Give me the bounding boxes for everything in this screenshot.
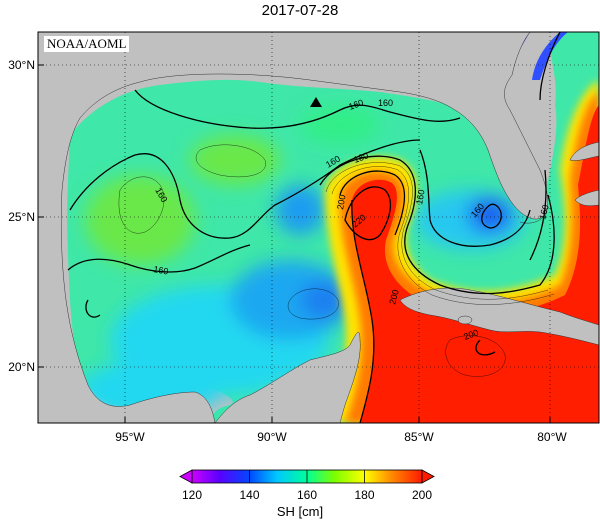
y-tick-label: 30°N bbox=[8, 58, 35, 72]
colorbar-label: SH [cm] bbox=[276, 504, 324, 519]
sea-height-field bbox=[67, 32, 599, 423]
contour-label: 160 bbox=[378, 98, 393, 108]
contour-label: 180 bbox=[352, 150, 370, 165]
y-tick-label: 20°N bbox=[8, 360, 35, 374]
contour-label: 160 bbox=[347, 97, 365, 112]
x-tick-label: 80°W bbox=[537, 430, 567, 444]
x-tick-label: 90°W bbox=[257, 430, 287, 444]
colorbar-high-arrow bbox=[421, 469, 435, 484]
contour-label: 200 bbox=[387, 288, 401, 305]
contour-label: 200 bbox=[335, 194, 347, 211]
agency-label: NOAA/AOML bbox=[44, 36, 130, 52]
map-frame bbox=[37, 31, 600, 424]
triangle-marker bbox=[310, 97, 322, 107]
axis-ticks bbox=[38, 64, 551, 423]
axis-labels: 30°N 25°N 20°N 95°W 90°W 85°W 80°W bbox=[8, 58, 567, 444]
x-tick-label: 85°W bbox=[404, 430, 434, 444]
colorbar-tick-label: 140 bbox=[239, 488, 259, 502]
colorbar-low-arrow bbox=[179, 469, 193, 484]
graticule bbox=[38, 32, 599, 423]
colorbar-tick-label: 180 bbox=[354, 488, 374, 502]
colorbar-tick-label: 160 bbox=[297, 488, 317, 502]
colorbar: 120 140 160 180 200 bbox=[179, 469, 435, 502]
contour-label: 200 bbox=[462, 327, 480, 342]
x-tick-label: 95°W bbox=[115, 430, 145, 444]
colorbar-tick-label: 200 bbox=[412, 488, 432, 502]
contour-lines bbox=[67, 32, 561, 423]
land-masses bbox=[38, 32, 599, 423]
contour-label: 160 bbox=[537, 203, 551, 220]
y-tick-label: 25°N bbox=[8, 210, 35, 224]
contour-label: 160 bbox=[153, 264, 170, 276]
colorbar-tick-label: 120 bbox=[182, 488, 202, 502]
contour-label: 160 bbox=[414, 189, 426, 206]
map-title: 2017-07-28 bbox=[261, 2, 339, 19]
